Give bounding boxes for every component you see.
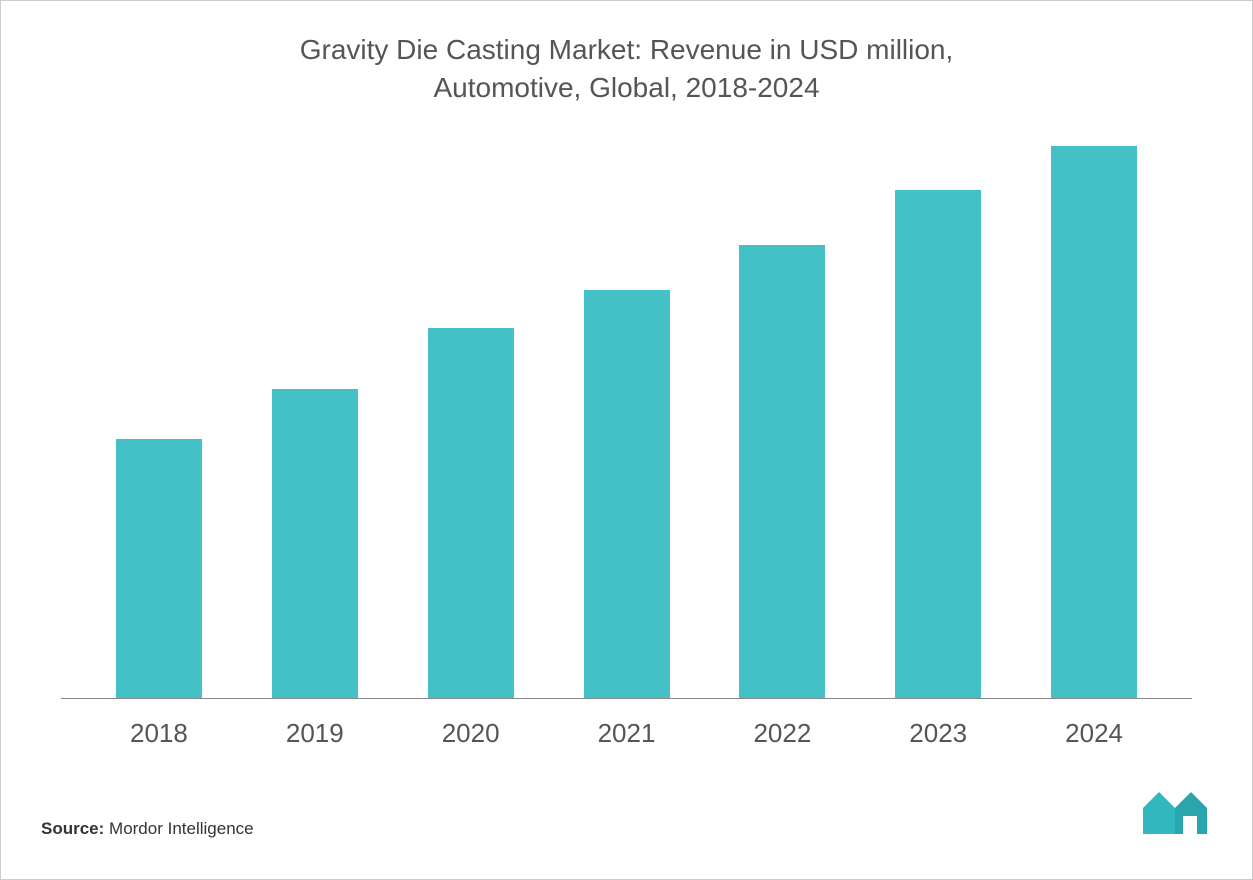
chart-container: Gravity Die Casting Market: Revenue in U… (0, 0, 1253, 880)
bar (895, 190, 981, 698)
x-axis-label: 2019 (237, 718, 393, 749)
x-axis: 2018201920202021202220232024 (61, 718, 1192, 749)
bar (116, 439, 202, 698)
bar-slot (1016, 146, 1172, 698)
bar (428, 328, 514, 698)
x-axis-label: 2021 (549, 718, 705, 749)
x-axis-label: 2024 (1016, 718, 1172, 749)
x-axis-label: 2018 (81, 718, 237, 749)
chart-title-line2: Automotive, Global, 2018-2024 (433, 72, 819, 103)
bar (584, 290, 670, 698)
source-attribution: Source: Mordor Intelligence (41, 819, 254, 839)
bars-wrapper (61, 146, 1192, 698)
bar (1051, 146, 1137, 698)
x-axis-label: 2023 (860, 718, 1016, 749)
bar-slot (237, 146, 393, 698)
bar-slot (81, 146, 237, 698)
chart-title-line1: Gravity Die Casting Market: Revenue in U… (300, 34, 954, 65)
chart-title: Gravity Die Casting Market: Revenue in U… (1, 1, 1252, 107)
source-value: Mordor Intelligence (109, 819, 254, 838)
bar-slot (393, 146, 549, 698)
source-label: Source: (41, 819, 104, 838)
bar-slot (549, 146, 705, 698)
bar (739, 245, 825, 698)
mordor-logo-icon (1143, 790, 1207, 834)
bar (272, 389, 358, 698)
plot-area (61, 146, 1192, 699)
x-axis-label: 2022 (704, 718, 860, 749)
bar-slot (860, 146, 1016, 698)
x-axis-label: 2020 (393, 718, 549, 749)
bar-slot (704, 146, 860, 698)
